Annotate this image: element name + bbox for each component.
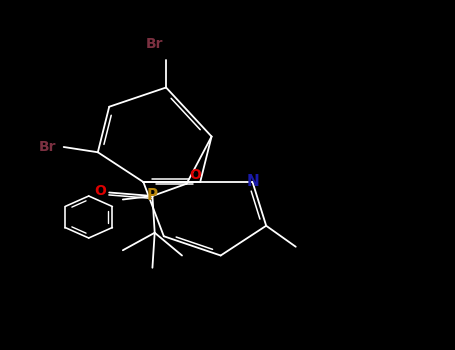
Text: O: O [189,168,201,182]
Text: N: N [246,175,259,189]
Text: P: P [147,189,158,203]
Text: Br: Br [39,140,56,154]
Text: Br: Br [146,37,163,51]
Text: O: O [94,184,106,198]
